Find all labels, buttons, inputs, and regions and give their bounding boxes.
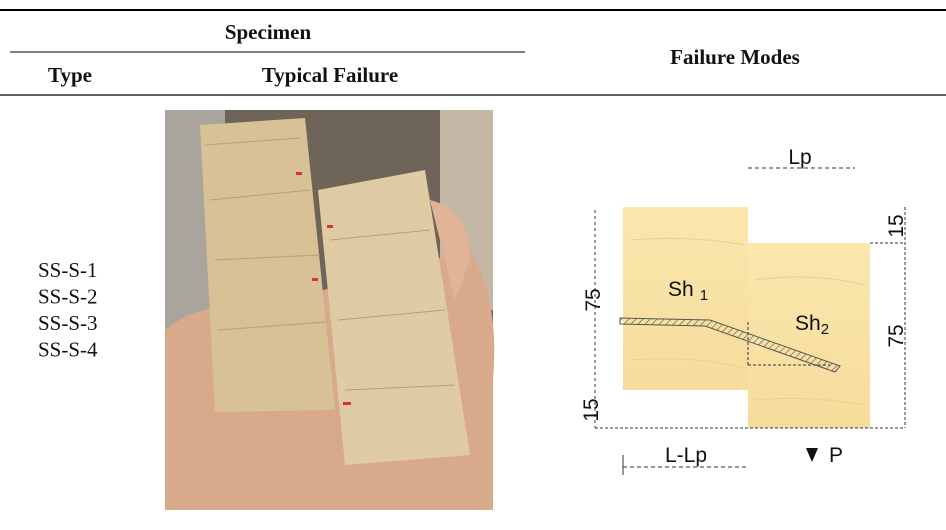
failure-diagram: Lp 15 75 Sh 1 Sh2 75 15 L-Lp P — [580, 146, 908, 475]
label-l-lp: L-Lp — [665, 444, 707, 467]
failure-photo — [165, 110, 495, 510]
crack — [619, 317, 841, 373]
label-bottom-15: 15 — [580, 398, 603, 421]
label-sh2: Sh2 — [795, 312, 829, 338]
label-lp: Lp — [788, 146, 811, 169]
header-failure-modes: Failure Modes — [670, 45, 800, 69]
specimen-type: SS-S-2 — [38, 285, 98, 309]
sh2-sub: 2 — [821, 321, 829, 338]
sh2-text: Sh — [795, 312, 821, 335]
specimen-type: SS-S-3 — [38, 311, 98, 335]
block-sh2 — [748, 243, 870, 428]
header-typical-failure: Typical Failure — [262, 63, 398, 87]
label-p: P — [829, 444, 843, 467]
sh1-text: Sh — [668, 278, 694, 301]
sh1-sub: 1 — [700, 287, 708, 304]
label-left-75: 75 — [582, 288, 605, 311]
specimen-type: SS-S-4 — [38, 338, 98, 362]
label-top-15: 15 — [885, 214, 908, 237]
label-right-75: 75 — [885, 324, 908, 347]
header-type: Type — [48, 63, 92, 87]
specimen-type: SS-S-1 — [38, 258, 98, 282]
header-specimen: Specimen — [225, 20, 312, 44]
label-sh1: Sh 1 — [668, 278, 708, 304]
